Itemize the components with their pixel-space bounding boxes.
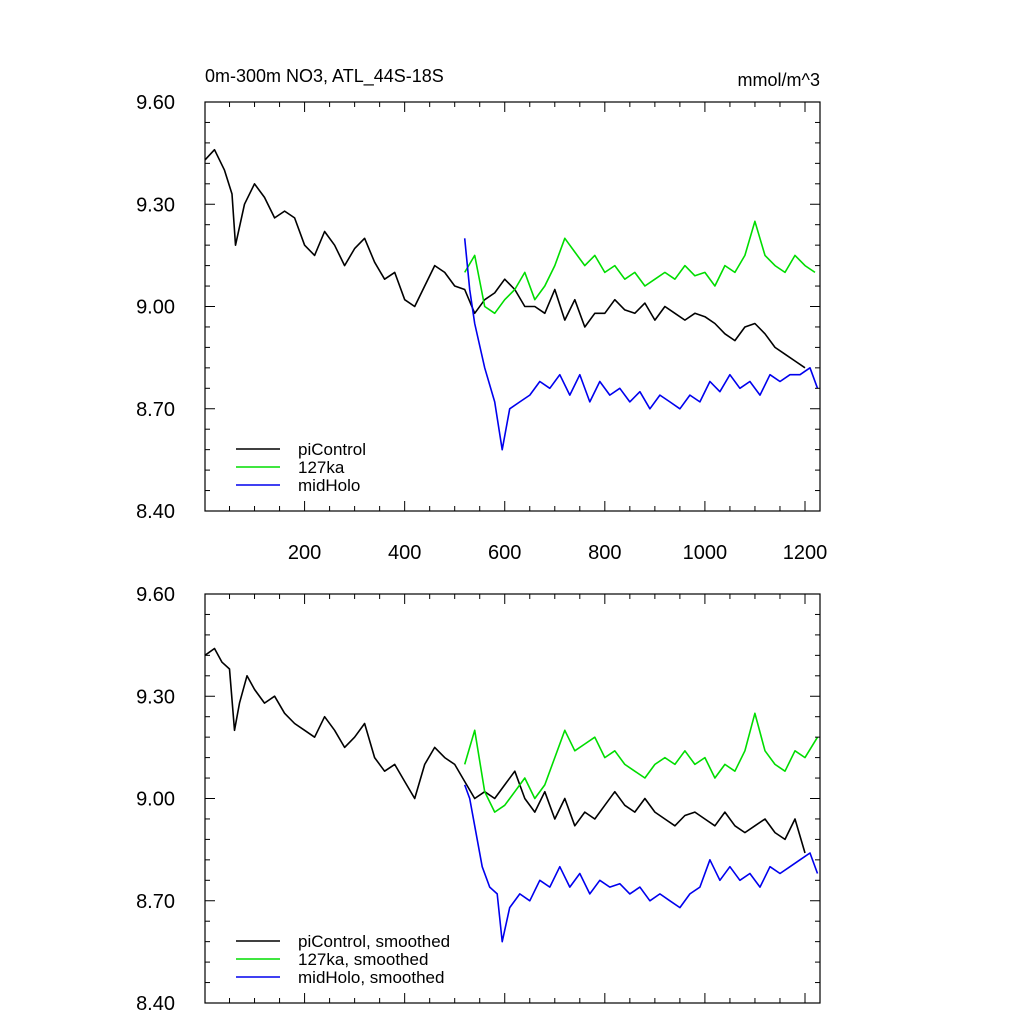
x-tick-label: 1200 xyxy=(783,542,828,564)
y-tick-label: 8.70 xyxy=(136,399,175,421)
units-label: mmol/m^3 xyxy=(738,70,820,90)
legend-label: 127ka xyxy=(298,458,345,477)
x-tick-label: 400 xyxy=(388,542,421,564)
legend-label: piControl, smoothed xyxy=(298,932,450,951)
legend-label: midHolo xyxy=(298,476,360,495)
y-tick-label: 8.40 xyxy=(136,501,175,523)
series-line-1 xyxy=(204,647,806,854)
legend-label: 127ka, smoothed xyxy=(298,950,428,969)
legend-label: midHolo, smoothed xyxy=(298,968,444,987)
x-tick-label: 800 xyxy=(588,542,621,564)
y-tick-label: 8.70 xyxy=(136,891,175,913)
series-line-3 xyxy=(463,238,819,451)
y-tick-label: 9.00 xyxy=(136,789,175,811)
x-tick-label: 200 xyxy=(288,542,321,564)
series-line-3 xyxy=(463,784,819,943)
chart-title: 0m-300m NO3, ATL_44S-18S xyxy=(205,66,444,87)
y-tick-label: 9.60 xyxy=(136,92,175,114)
series-line-2 xyxy=(463,712,819,813)
series-group xyxy=(204,148,819,451)
y-tick-label: 9.00 xyxy=(136,297,175,319)
legend-label: piControl xyxy=(298,440,366,459)
series-line-1 xyxy=(204,148,806,369)
y-tick-label: 9.30 xyxy=(136,686,175,708)
bottom-panel: 8.40 8.70 9.00 9.30 9.60 piControl, smoothed1… xyxy=(136,584,821,1015)
y-tick-label: 8.40 xyxy=(136,993,175,1015)
top-panel: 0m-300m NO3, ATL_44S-18S mmol/m^3 8.40 8.… xyxy=(136,66,827,564)
x-tick-label: 1000 xyxy=(683,542,728,564)
y-tick-label: 9.60 xyxy=(136,584,175,606)
series-group xyxy=(204,647,819,943)
x-tick-label: 600 xyxy=(488,542,521,564)
series-line-2 xyxy=(464,220,816,315)
y-tick-label: 9.30 xyxy=(136,194,175,216)
